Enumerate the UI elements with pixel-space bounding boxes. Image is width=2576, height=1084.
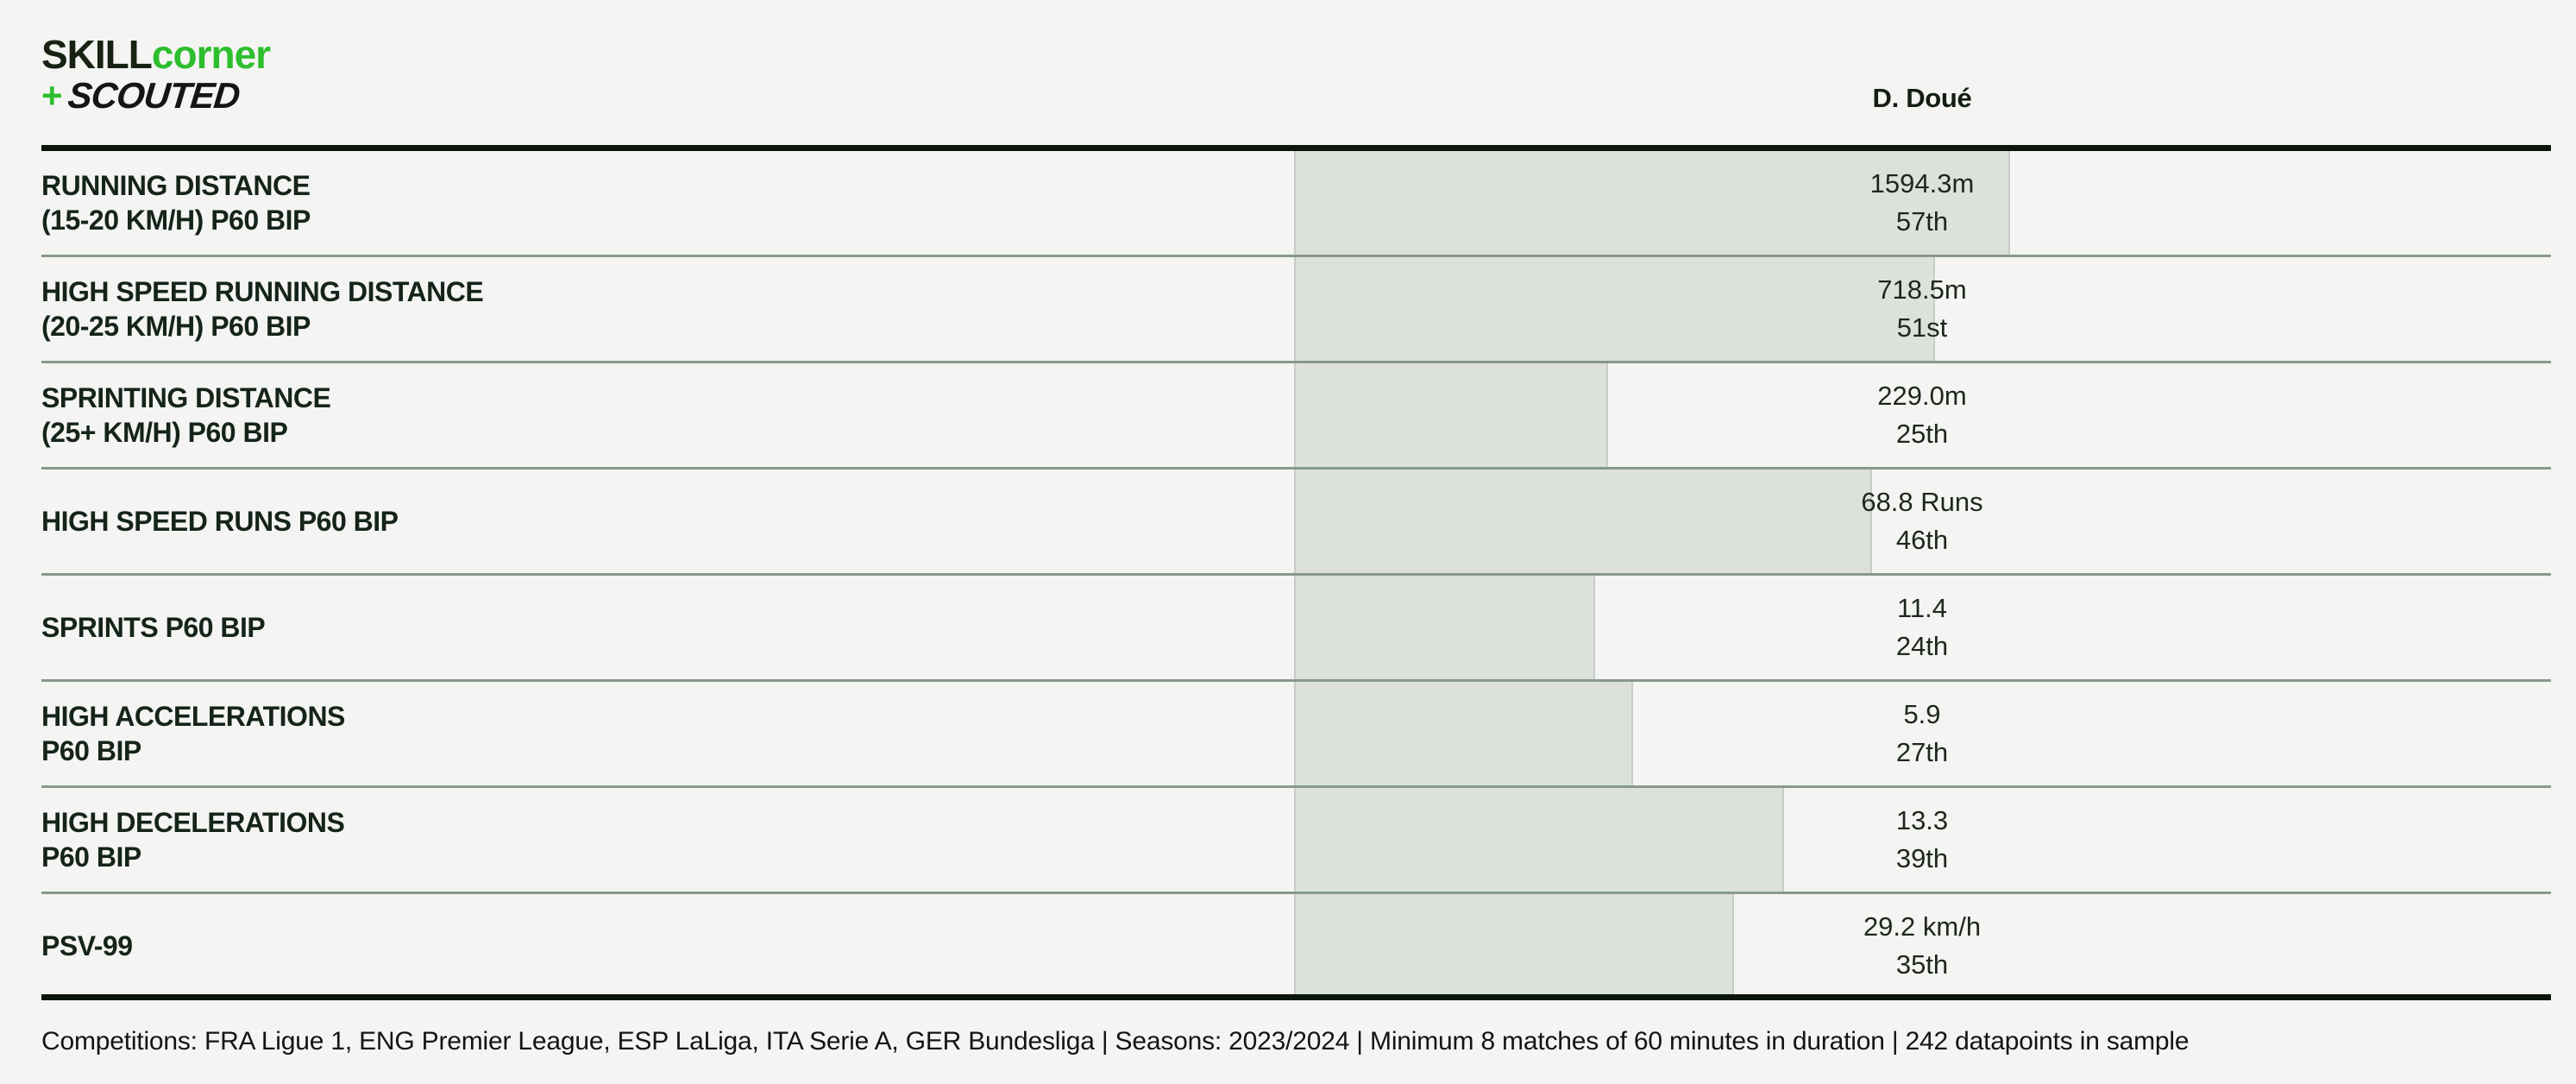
metric-label: HIGH ACCELERATIONS P60 BIP [41, 699, 345, 768]
table-row: SPRINTING DISTANCE (25+ KM/H) P60 BIP 22… [41, 363, 2551, 470]
metric-value: 68.8 Runs 46th [1294, 483, 2550, 559]
metric-value: 1594.3m 57th [1294, 165, 2550, 241]
column-header-player-name: D. Doué [1872, 83, 1972, 113]
footnote: Competitions: FRA Ligue 1, ENG Premier L… [41, 1027, 2190, 1056]
metric-label-line2: P60 BIP [41, 735, 141, 766]
metric-percentile: 24th [1895, 631, 1949, 661]
logo-word-corner: corner [151, 32, 271, 77]
metric-label-line2: (20-25 KM/H) P60 BIP [41, 311, 311, 342]
metric-value: 29.2 km/h 35th [1294, 908, 2550, 984]
percentile-bar [1294, 257, 1935, 361]
metric-label-line2: (15-20 KM/H) P60 BIP [41, 205, 311, 236]
skillcorner-scouted-logo: SKILLcorner +SCOUTED [41, 32, 271, 116]
percentile-bar [1294, 470, 1872, 573]
table-row: HIGH SPEED RUNNING DISTANCE (20-25 KM/H)… [41, 257, 2551, 363]
metric-label-line1: SPRINTING DISTANCE [41, 382, 331, 413]
header-divider-line [41, 145, 2551, 151]
table-row: HIGH SPEED RUNS P60 BIP 68.8 Runs 46th [41, 470, 2551, 576]
metric-label-line1: HIGH DECELERATIONS [41, 807, 345, 838]
metric-value-number: 5.9 [1903, 699, 1941, 729]
percentile-bar [1294, 576, 1596, 679]
metric-percentile: 46th [1895, 525, 1949, 555]
logo-word-scouted: SCOUTED [66, 75, 242, 116]
percentile-bar [1294, 151, 2010, 255]
metric-label-line1: HIGH SPEED RUNS P60 BIP [41, 506, 399, 537]
logo-word-skill: SKILL [41, 32, 153, 77]
metric-label: HIGH SPEED RUNS P60 BIP [41, 504, 399, 539]
metric-label: SPRINTING DISTANCE (25+ KM/H) P60 BIP [41, 381, 331, 450]
metric-label-line1: PSV-99 [41, 930, 133, 961]
metric-label-line2: (25+ KM/H) P60 BIP [41, 417, 288, 448]
percentile-bar [1294, 682, 1634, 785]
metric-label-line1: HIGH ACCELERATIONS [41, 701, 345, 732]
metric-label: HIGH DECELERATIONS P60 BIP [41, 805, 345, 874]
metric-label-line1: HIGH SPEED RUNNING DISTANCE [41, 276, 484, 307]
percentile-bar [1294, 894, 1734, 998]
metric-value-number: 229.0m [1877, 381, 1967, 411]
metric-value: 229.0m 25th [1294, 377, 2550, 453]
percentile-bar [1294, 363, 1608, 467]
logo-plus-icon: + [41, 75, 63, 116]
metric-value: 718.5m 51st [1294, 271, 2550, 347]
metric-value-number: 1594.3m [1869, 168, 1975, 199]
metric-value-number: 68.8 Runs [1861, 487, 1983, 517]
metric-percentile: 39th [1895, 843, 1949, 873]
metric-label: SPRINTS P60 BIP [41, 610, 266, 645]
metric-percentile: 27th [1895, 737, 1949, 767]
table-row: RUNNING DISTANCE (15-20 KM/H) P60 BIP 15… [41, 151, 2551, 257]
metric-value-number: 718.5m [1877, 274, 1967, 305]
metric-rows: RUNNING DISTANCE (15-20 KM/H) P60 BIP 15… [41, 151, 2551, 998]
metric-value: 13.3 39th [1294, 802, 2550, 878]
metric-label-line1: SPRINTS P60 BIP [41, 612, 266, 643]
footer-divider-line [41, 994, 2551, 1000]
percentile-bar [1294, 788, 1784, 892]
logo-line-skillcorner: SKILLcorner [41, 32, 271, 77]
metric-label: RUNNING DISTANCE (15-20 KM/H) P60 BIP [41, 168, 311, 237]
metric-label: PSV-99 [41, 929, 133, 963]
metric-value: 5.9 27th [1294, 696, 2550, 772]
table-row: PSV-99 29.2 km/h 35th [41, 894, 2551, 998]
metric-label-line1: RUNNING DISTANCE [41, 170, 311, 201]
metric-label: HIGH SPEED RUNNING DISTANCE (20-25 KM/H)… [41, 274, 484, 343]
table-row: HIGH ACCELERATIONS P60 BIP 5.9 27th [41, 682, 2551, 788]
metric-value: 11.4 24th [1294, 589, 2550, 665]
metric-percentile: 57th [1895, 206, 1949, 236]
metric-value-number: 13.3 [1895, 805, 1949, 835]
metric-percentile: 35th [1895, 949, 1949, 980]
metric-label-line2: P60 BIP [41, 841, 141, 873]
metric-percentile: 25th [1895, 419, 1949, 449]
metric-value-number: 29.2 km/h [1863, 911, 1982, 942]
metric-value-number: 11.4 [1896, 593, 1948, 623]
metric-percentile: 51st [1896, 312, 1948, 343]
table-row: HIGH DECELERATIONS P60 BIP 13.3 39th [41, 788, 2551, 894]
table-row: SPRINTS P60 BIP 11.4 24th [41, 576, 2551, 682]
logo-line-scouted: +SCOUTED [41, 75, 270, 116]
